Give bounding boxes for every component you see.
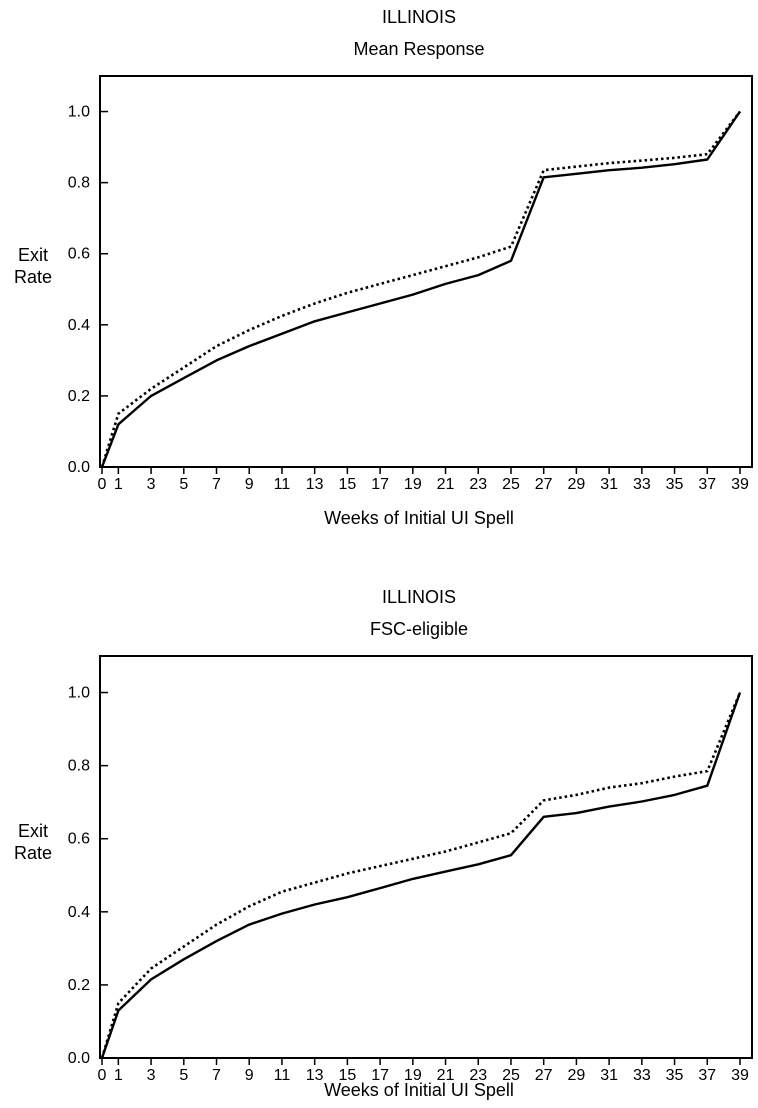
y-tick-label: 0.2 [68,977,90,994]
y-tick-label: 1.0 [68,104,90,121]
x-tick-label: 7 [212,476,221,493]
dotted-series-line [100,110,742,468]
x-tick-label: 29 [568,476,586,493]
x-tick-label: 0 [98,476,107,493]
x-tick-label: 23 [469,476,487,493]
x-tick-label: 25 [502,476,520,493]
x-tick-label: 9 [245,476,254,493]
x-tick-label: 3 [147,476,156,493]
chart-title: ILLINOIS [381,7,457,27]
dotted-series-line [100,692,742,1059]
plot-frame [99,75,753,468]
x-tick-label: 5 [179,1067,188,1084]
x-tick-label: 15 [338,1067,356,1084]
x-tick-label: 33 [633,1067,651,1084]
y-tick-label: 0.6 [68,246,90,263]
x-tick-label: 1 [114,1067,123,1084]
y-tick-label: 1.0 [68,685,90,702]
x-tick-label: 21 [437,476,455,493]
y-tick-label: 0.4 [68,904,90,921]
y-tick-label: 0.8 [68,758,90,775]
x-tick-label: 13 [306,476,324,493]
solid-series-line [100,692,742,1059]
x-tick-label: 37 [698,476,716,493]
chart-panel-fsc-eligible: ILLINOIS FSC-eligible Exit Rate Weeks of… [0,580,758,1108]
x-tick-label: 25 [502,1067,520,1084]
x-tick-label: 37 [698,1067,716,1084]
x-tick-label: 11 [274,476,291,493]
y-tick-label: 0.0 [68,1050,90,1067]
x-tick-label: 0 [98,1067,107,1084]
x-tick-label: 11 [274,1067,291,1084]
x-tick-label: 17 [371,476,389,493]
y-axis-label: Exit Rate [13,821,53,863]
x-axis-label: Weeks of Initial UI Spell [324,508,514,528]
line-chart-mean-response: 0.00.20.40.60.81.00 1 3 5 7 9 11 13 15 17 19 21 23 25… [68,75,753,493]
x-tick-label: 27 [535,1067,553,1084]
x-tick-label: 1 [114,476,123,493]
x-tick-label: 19 [404,1067,422,1084]
x-tick-label: 5 [179,476,188,493]
solid-series-line [100,110,741,468]
x-tick-label: 15 [338,476,356,493]
x-tick-label: 33 [633,476,651,493]
x-tick-label: 27 [535,476,553,493]
x-tick-label: 39 [731,1067,749,1084]
y-tick-label: 0.8 [68,175,90,192]
x-tick-label: 3 [147,1067,156,1084]
x-tick-label: 13 [306,1067,324,1084]
x-tick-label: 31 [600,1067,618,1084]
x-tick-label: 7 [212,1067,221,1084]
x-tick-label: 23 [469,1067,487,1084]
plot-frame [99,655,753,1059]
x-tick-label: 29 [568,1067,586,1084]
x-tick-label: 21 [437,1067,455,1084]
x-tick-label: 31 [600,476,618,493]
chart-panel-mean-response: ILLINOIS Mean Response Exit Rate Weeks o… [0,0,758,550]
x-tick-label: 35 [666,1067,684,1084]
line-chart-fsc-eligible: 0.00.20.40.60.81.00 1 3 5 7 9 11 13 15 17 19 21 23 25… [68,655,753,1084]
x-tick-label: 35 [666,476,684,493]
x-tick-label: 19 [404,476,422,493]
y-tick-label: 0.4 [68,317,90,334]
y-tick-label: 0.6 [68,831,90,848]
x-tick-label: 17 [371,1067,389,1084]
chart-subtitle: Mean Response [353,39,485,59]
y-axis-label: Exit Rate [13,245,53,287]
y-tick-label: 0.2 [68,388,90,405]
x-tick-label: 9 [245,1067,254,1084]
x-tick-label: 39 [731,476,749,493]
chart-title: ILLINOIS [381,587,457,607]
x-axis-label: Weeks of Initial UI Spell [324,1080,514,1100]
y-tick-label: 0.0 [68,459,90,476]
chart-subtitle: FSC-eligible [369,619,469,639]
